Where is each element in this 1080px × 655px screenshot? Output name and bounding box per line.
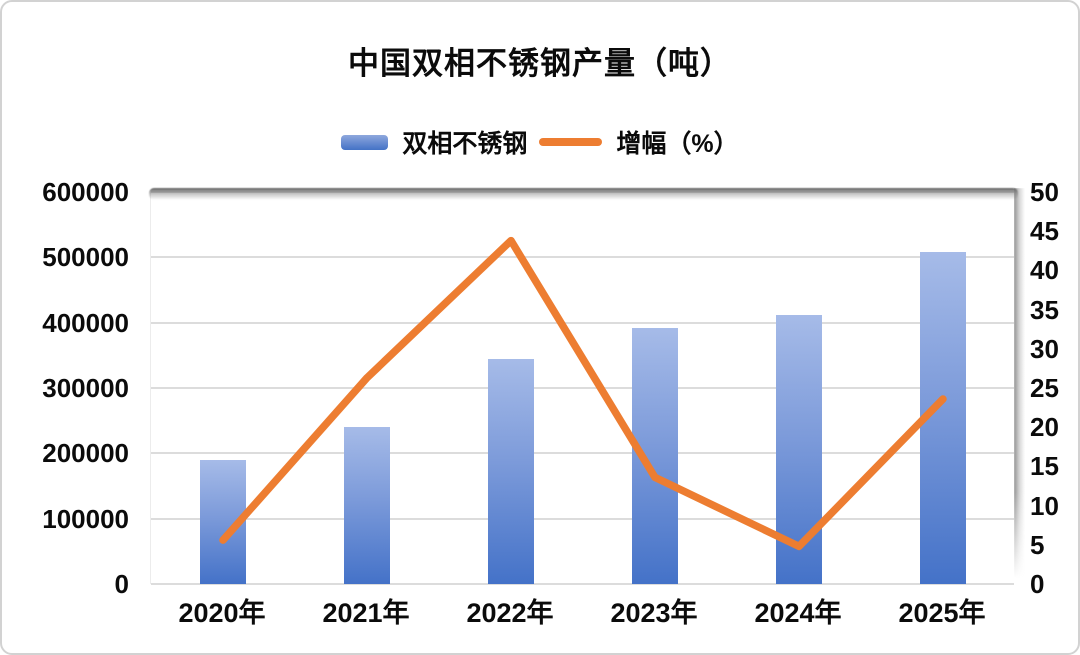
bar-2021年 — [344, 427, 390, 584]
y-right-tick: 25 — [1030, 373, 1059, 403]
growth-line — [219, 236, 947, 551]
y-right-tick: 0 — [1030, 569, 1045, 599]
grid-line — [151, 387, 1014, 389]
x-tick-2020年: 2020年 — [178, 598, 266, 628]
line-series-swatch-icon — [539, 138, 603, 146]
bar-series-swatch-icon — [341, 134, 389, 150]
legend: 双相不锈钢 增幅（%） — [2, 126, 1078, 158]
y-right-tick: 45 — [1030, 216, 1059, 247]
y-right-tick: 50 — [1030, 177, 1059, 207]
y-right-tick: 30 — [1030, 333, 1059, 364]
plot-area — [149, 188, 1025, 585]
x-tick-2023年: 2023年 — [610, 598, 698, 628]
legend-item-bar-series: 双相不锈钢 — [341, 124, 527, 160]
plot-top-shadow — [149, 188, 1018, 200]
y-right-tick: 40 — [1030, 255, 1059, 286]
grid-line — [151, 517, 1014, 520]
y-right-tick: 15 — [1030, 451, 1059, 482]
y-right-tick: 5 — [1030, 529, 1045, 560]
y-left-tick: 400000 — [42, 307, 129, 338]
chart-title: 中国双相不锈钢产量（吨） — [348, 46, 732, 81]
y-axis-right: 50 45 40 35 30 25 20 15 10 5 0 — [1030, 177, 1078, 599]
legend-label-line-series: 增幅（%） — [616, 130, 739, 158]
y-left-tick: 100000 — [42, 503, 129, 534]
x-tick-2025年: 2025年 — [898, 598, 986, 628]
y-left-tick: 300000 — [42, 373, 129, 403]
y-left-tick: 600000 — [42, 177, 129, 207]
y-right-tick: 35 — [1030, 294, 1059, 325]
x-tick-2021年: 2021年 — [322, 598, 410, 628]
x-tick-2024年: 2024年 — [754, 598, 842, 628]
x-tick-2022年: 2022年 — [466, 598, 554, 628]
y-left-tick: 200000 — [42, 438, 129, 469]
y-right-tick: 20 — [1030, 412, 1059, 443]
y-right-tick: 10 — [1030, 490, 1059, 521]
y-left-tick: 500000 — [42, 242, 129, 273]
plot-right-shadow — [1014, 188, 1025, 578]
y-left-tick: 0 — [114, 569, 129, 599]
x-axis: 2020年 2021年 2022年 2023年 2024年 2025年 — [150, 596, 1014, 636]
bar-2022年 — [488, 359, 534, 584]
grid-line — [151, 321, 1014, 324]
grid-line — [151, 452, 1014, 455]
legend-item-line-series: 增幅（%） — [539, 124, 739, 160]
legend-label-bar-series: 双相不锈钢 — [402, 130, 528, 158]
y-axis-left: 600000 500000 400000 300000 200000 100000 0 — [10, 177, 129, 599]
grid-line — [151, 583, 1014, 585]
grid-line — [151, 256, 1014, 259]
